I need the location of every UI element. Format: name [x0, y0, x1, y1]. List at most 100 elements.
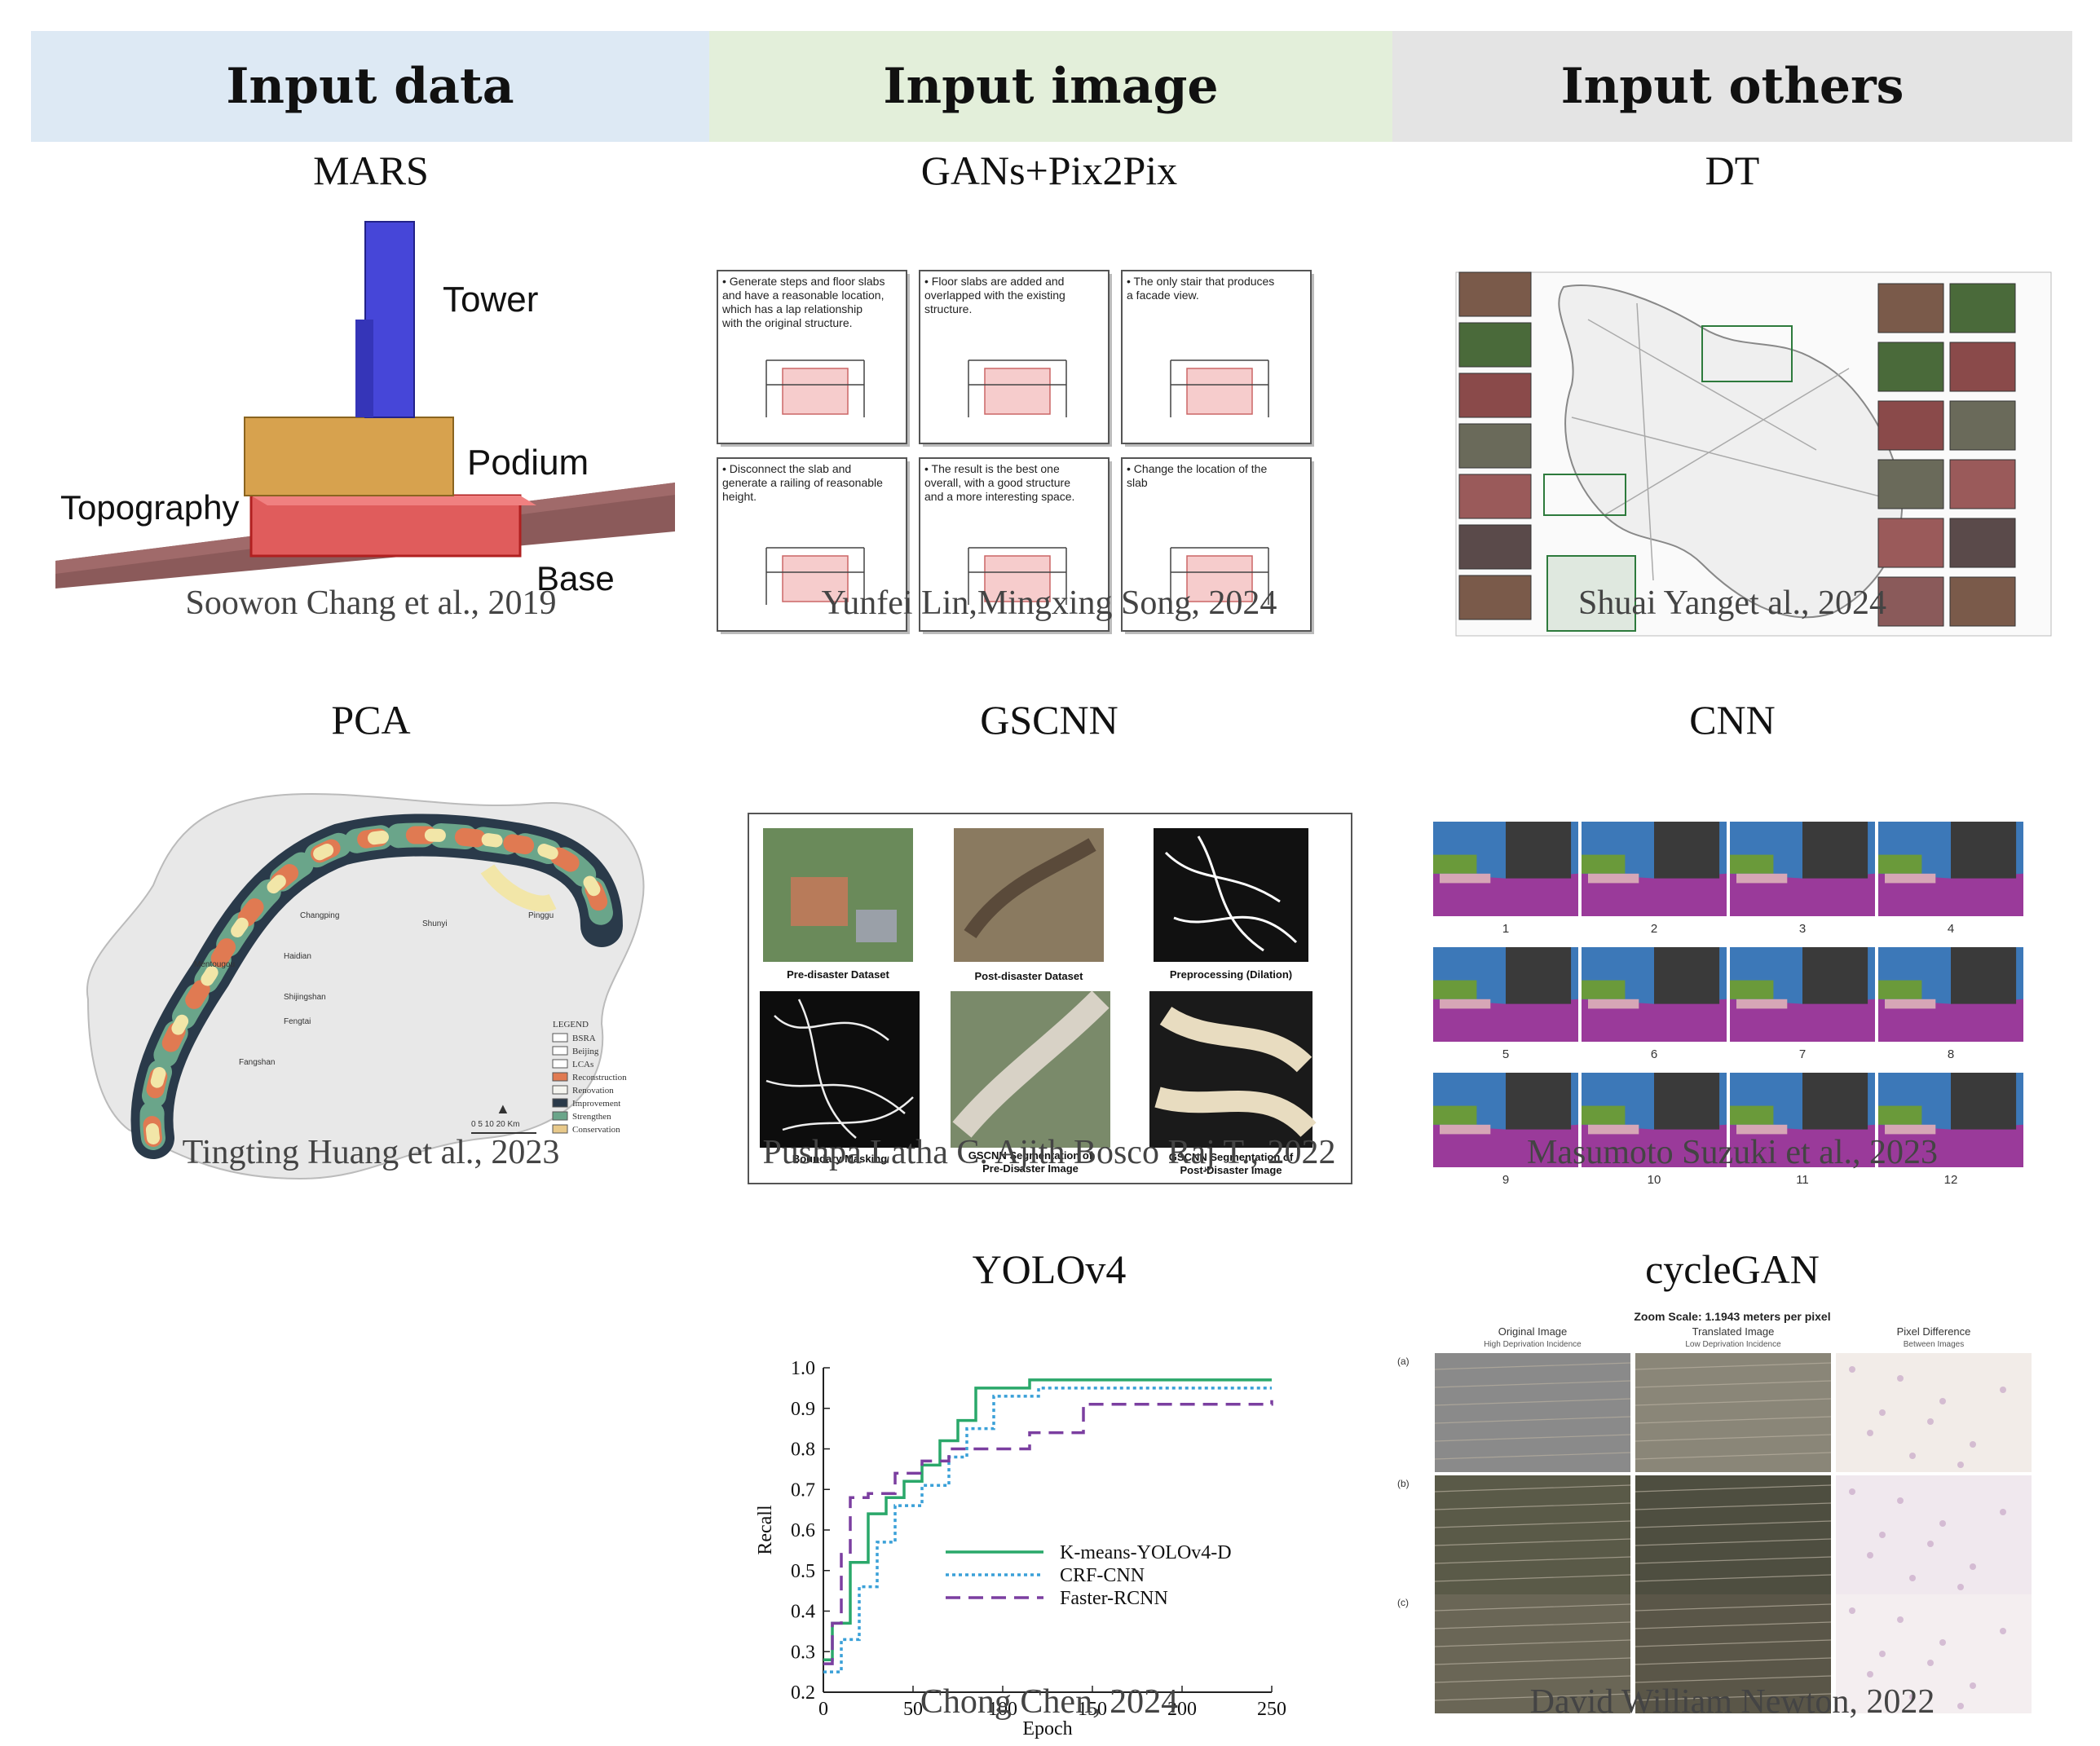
photo-thumbnail: [1877, 283, 1944, 333]
y-tick-label: 0.9: [791, 1399, 815, 1420]
difference-speck: [1927, 1541, 1934, 1547]
street-line: [1635, 1434, 1832, 1442]
section-lines: [1170, 359, 1269, 417]
difference-speck: [1849, 1488, 1855, 1495]
y-tick-label: 0.6: [791, 1520, 815, 1541]
legend-swatch: [552, 1033, 568, 1043]
panel-note: slab: [1127, 476, 1148, 489]
section-lines: [1170, 547, 1269, 605]
aerial-tile: [1836, 1353, 2032, 1472]
frame-number: 8: [1948, 1047, 1954, 1061]
photo-thumbnail: [1877, 459, 1944, 509]
aerial-tile: [1435, 1353, 1630, 1472]
method-title: YOLOv4: [972, 1246, 1127, 1292]
street-line: [1434, 1434, 1631, 1442]
difference-speck: [1909, 1453, 1916, 1459]
frame-number: 7: [1799, 1047, 1806, 1061]
y-tick-label: 0.8: [791, 1440, 815, 1461]
street-line: [1434, 1452, 1631, 1460]
difference-speck: [1939, 1398, 1946, 1404]
difference-speck: [2000, 1628, 2006, 1634]
cnn-figure: 1 2 3 45 6 7 89 10 11 12: [1433, 822, 2023, 1187]
x-tick-label: 250: [1257, 1699, 1286, 1720]
panel-note: • Disconnect the slab and: [722, 462, 851, 475]
place-label: Pinggu: [528, 911, 554, 920]
difference-speck: [2000, 1387, 2006, 1393]
street-line: [1635, 1538, 1832, 1546]
street-line: [1635, 1398, 1832, 1406]
topography-label: Topography: [60, 488, 240, 527]
difference-speck: [1927, 1418, 1934, 1425]
image-caption: GSCNN Segmentation of: [1169, 1151, 1294, 1163]
zoom-scale-label: Zoom Scale: 1.1943 meters per pixel: [1634, 1310, 1830, 1323]
street-line: [1635, 1639, 1832, 1647]
column-subheading: High Deprivation Incidence: [1484, 1340, 1582, 1349]
street-line: [1434, 1484, 1631, 1492]
vegetation-region: [1878, 980, 1922, 999]
road-region: [1433, 999, 1578, 1042]
road-region: [1730, 873, 1875, 916]
sidewalk-region: [1736, 873, 1788, 884]
x-tick-label: 50: [903, 1699, 923, 1720]
image-caption: Post-Disaster Image: [1180, 1164, 1282, 1176]
street-line: [1635, 1693, 1832, 1701]
difference-speck: [1909, 1694, 1916, 1700]
street-line: [1635, 1675, 1832, 1683]
aerial-tile: [1635, 1475, 1831, 1594]
method-title: DT: [1705, 148, 1760, 193]
photo-thumbnail: [1877, 518, 1944, 568]
dt-figure: [1455, 271, 2052, 637]
street-line: [1635, 1362, 1832, 1370]
photo-thumbnail: [1877, 342, 1944, 392]
frame-number: 6: [1651, 1047, 1657, 1061]
place-label: Fangshan: [239, 1058, 275, 1067]
frame-number: 2: [1651, 922, 1657, 936]
sidewalk-region: [1736, 999, 1788, 1009]
street-line: [1434, 1639, 1631, 1647]
row-label: (c): [1397, 1597, 1409, 1608]
street-line: [1635, 1603, 1832, 1612]
road-region: [1878, 873, 2023, 916]
frame-number: 5: [1502, 1047, 1509, 1061]
column-heading: Pixel Difference: [1897, 1325, 1971, 1338]
photo-thumbnail: [1949, 283, 2016, 333]
road-region: [1878, 1124, 2023, 1167]
sidewalk-region: [1440, 1124, 1491, 1135]
legend-label: Faster-RCNN: [1060, 1588, 1168, 1609]
panel-note: • The only stair that produces: [1127, 275, 1274, 288]
place-label: Changping: [300, 911, 339, 920]
x-tick-label: 150: [1078, 1699, 1107, 1720]
difference-speck: [1957, 1462, 1964, 1468]
legend-swatch: [552, 1124, 568, 1134]
slab-highlight: [1186, 368, 1253, 415]
building-region: [1654, 1073, 1720, 1130]
frame-number: 11: [1796, 1173, 1809, 1187]
y-tick-label: 1.0: [791, 1358, 815, 1379]
street-line: [1434, 1398, 1631, 1406]
photo-thumbnail: [1458, 322, 1532, 368]
frame-number: 3: [1799, 922, 1806, 936]
street-line: [1635, 1484, 1832, 1492]
difference-speck: [1970, 1441, 1976, 1448]
image-caption: Boundary Masking: [792, 1153, 887, 1165]
difference-speck: [1897, 1616, 1904, 1623]
place-label: Fengtai: [284, 1017, 311, 1026]
column-heading: Original Image: [1498, 1325, 1568, 1338]
image-caption: GSCNN Segmentation of: [968, 1149, 1093, 1162]
difference-speck: [1849, 1366, 1855, 1373]
road-region: [1582, 873, 1727, 916]
slab-highlight: [1186, 555, 1253, 602]
road-region: [1878, 999, 2023, 1042]
photo-thumbnail: [1458, 423, 1532, 469]
building-region: [1951, 947, 2017, 1004]
gscnn-figure: Pre-disaster Dataset Post-disaster Datase…: [748, 813, 1352, 1184]
method-title: GSCNN: [980, 697, 1118, 743]
difference-speck: [1867, 1430, 1873, 1436]
section-lines: [765, 359, 865, 417]
image-caption: Pre-disaster Dataset: [787, 968, 889, 981]
vegetation-region: [1433, 1105, 1477, 1125]
x-axis-title: Epoch: [1022, 1718, 1072, 1739]
section-lines: [968, 359, 1067, 417]
aerial-tile: [1435, 1594, 1630, 1713]
